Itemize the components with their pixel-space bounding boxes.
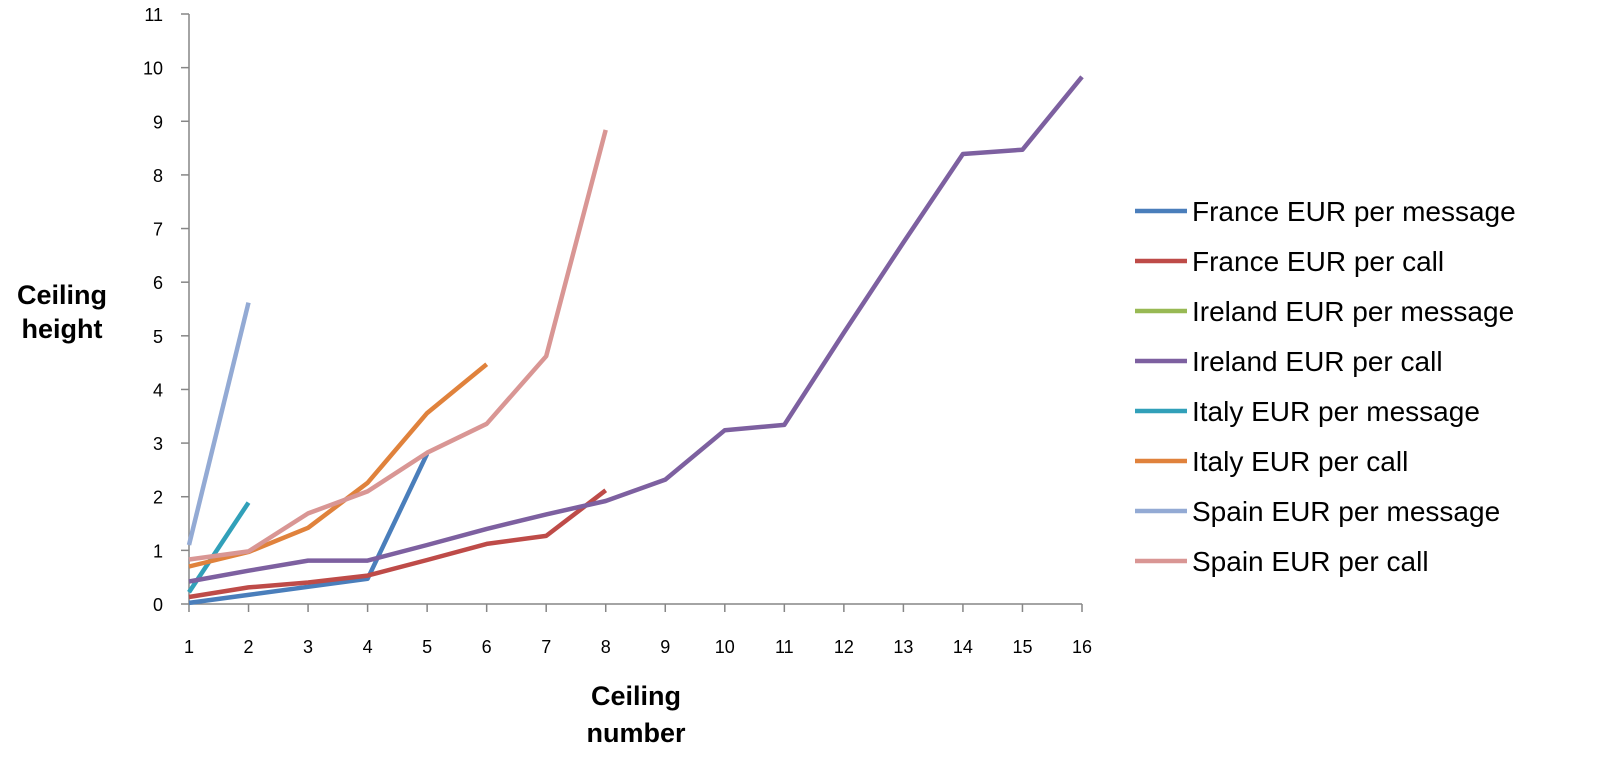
legend-item-france-eur-per-message: France EUR per message bbox=[1135, 196, 1516, 227]
y-tick-label: 3 bbox=[153, 434, 163, 454]
series-line-ireland-eur-per-call bbox=[188, 75, 1084, 584]
x-tick-label: 12 bbox=[834, 637, 854, 657]
y-axis-title-line-1: Ceiling bbox=[17, 280, 107, 310]
x-tick-label: 11 bbox=[775, 637, 794, 657]
x-tick-label: 10 bbox=[715, 637, 735, 657]
y-tick-label: 5 bbox=[153, 327, 163, 347]
legend: France EUR per message France EUR per cal… bbox=[1135, 196, 1516, 577]
legend-item-spain-eur-per-call: Spain EUR per call bbox=[1135, 546, 1429, 577]
x-tick-label: 15 bbox=[1012, 637, 1032, 657]
legend-item-italy-eur-per-message: Italy EUR per message bbox=[1135, 396, 1480, 427]
y-tick-label: 7 bbox=[153, 220, 163, 240]
x-tick-label: 6 bbox=[482, 637, 492, 657]
legend-item-france-eur-per-call: France EUR per call bbox=[1135, 246, 1444, 277]
x-tick-label: 1 bbox=[184, 637, 194, 657]
x-tick-label: 7 bbox=[541, 637, 551, 657]
y-axis: 0 1 2 3 4 5 6 7 8 9 10 11 bbox=[143, 5, 190, 615]
legend-label: France EUR per message bbox=[1192, 196, 1516, 227]
legend-item-spain-eur-per-message: Spain EUR per message bbox=[1135, 496, 1500, 527]
series-line-italy-eur-per-call bbox=[188, 362, 489, 569]
legend-label: Spain EUR per message bbox=[1192, 496, 1500, 527]
legend-label: Italy EUR per call bbox=[1192, 446, 1408, 477]
x-axis-title: Ceiling number bbox=[586, 681, 686, 748]
legend-label: Italy EUR per message bbox=[1192, 396, 1480, 427]
y-tick-label: 1 bbox=[153, 541, 163, 561]
y-tick-label: 0 bbox=[153, 595, 163, 615]
x-tick-label: 2 bbox=[244, 637, 254, 657]
legend-label: Spain EUR per call bbox=[1192, 546, 1429, 577]
legend-item-ireland-eur-per-call: Ireland EUR per call bbox=[1135, 346, 1443, 377]
legend-label: Ireland EUR per message bbox=[1192, 296, 1514, 327]
x-axis-title-line-1: Ceiling bbox=[591, 681, 681, 711]
x-tick-label: 9 bbox=[660, 637, 670, 657]
x-axis: 1 2 3 4 5 6 7 8 9 10 11 12 13 14 15 16 bbox=[184, 603, 1092, 657]
series-line-france-eur-per-call bbox=[188, 488, 608, 600]
x-tick-label: 4 bbox=[363, 637, 373, 657]
y-tick-label: 10 bbox=[143, 59, 163, 79]
legend-item-italy-eur-per-call: Italy EUR per call bbox=[1135, 446, 1408, 477]
legend-label: France EUR per call bbox=[1192, 246, 1444, 277]
y-tick-label: 2 bbox=[153, 488, 163, 508]
series-line-spain-eur-per-message bbox=[186, 302, 251, 546]
x-tick-label: 16 bbox=[1072, 637, 1092, 657]
x-tick-label: 14 bbox=[953, 637, 973, 657]
x-tick-label: 13 bbox=[893, 637, 913, 657]
x-axis-title-line-2: number bbox=[586, 718, 686, 748]
series-line-spain-eur-per-call bbox=[188, 129, 608, 562]
y-axis-title-line-2: height bbox=[22, 314, 103, 344]
y-tick-label: 4 bbox=[153, 380, 163, 400]
legend-item-ireland-eur-per-message: Ireland EUR per message bbox=[1135, 296, 1514, 327]
series-line-france-eur-per-message bbox=[188, 452, 430, 606]
x-tick-label: 5 bbox=[422, 637, 432, 657]
y-tick-label: 9 bbox=[153, 112, 163, 132]
legend-label: Ireland EUR per call bbox=[1192, 346, 1443, 377]
series-line-italy-eur-per-message bbox=[187, 501, 251, 594]
x-tick-label: 3 bbox=[303, 637, 313, 657]
y-tick-label: 8 bbox=[153, 166, 163, 186]
plot-area bbox=[186, 75, 1084, 606]
x-tick-label: 8 bbox=[601, 637, 611, 657]
y-axis-title: Ceiling height bbox=[17, 280, 107, 344]
y-tick-label: 11 bbox=[144, 5, 163, 25]
y-tick-label: 6 bbox=[153, 273, 163, 293]
